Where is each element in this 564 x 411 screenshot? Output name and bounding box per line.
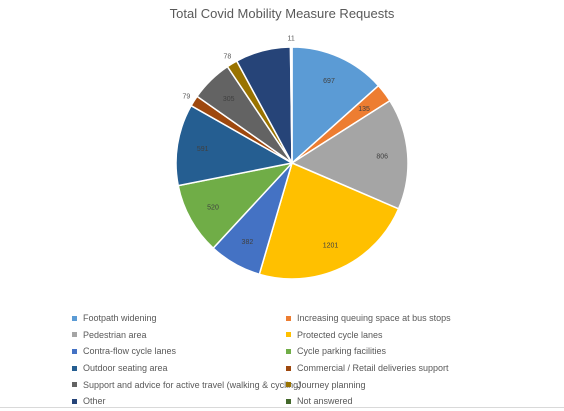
data-label-pedestrian-area: 806	[376, 153, 388, 160]
legend-label: Increasing queuing space at bus stops	[297, 313, 451, 324]
pie-slice-cycle-parking-facilities	[177, 161, 295, 250]
legend-swatch	[286, 365, 291, 371]
bottom-divider	[0, 407, 564, 408]
legend-swatch	[286, 315, 291, 321]
legend-item-other: Other	[72, 393, 286, 410]
data-label-outdoor-seating-area: 591	[197, 146, 209, 153]
legend-item-increasing-queuing-space-at-bus-stops: Increasing queuing space at bus stops	[286, 310, 546, 327]
chart-legend: Footpath widening Increasing queuing spac…	[72, 310, 552, 410]
legend-label: Journey planning	[297, 379, 366, 390]
legend-item-outdoor-seating-area: Outdoor seating area	[72, 360, 286, 377]
pie-slice-pedestrian-area	[290, 99, 409, 210]
legend-swatch	[286, 398, 291, 404]
pie-slice-protected-cycle-lanes	[258, 161, 400, 280]
legend-swatch	[72, 315, 77, 321]
legend-item-contra-flow-cycle-lanes: Contra-flow cycle lanes	[72, 343, 286, 360]
legend-item-pedestrian-area: Pedestrian area	[72, 327, 286, 344]
legend-label: Protected cycle lanes	[297, 329, 383, 340]
legend-item-journey-planning: Journey planning	[286, 376, 546, 393]
legend-label: Footpath widening	[83, 313, 157, 324]
legend-label: Contra-flow cycle lanes	[83, 346, 177, 357]
pie-slice-outdoor-seating-area	[175, 104, 295, 187]
data-label-protected-cycle-lanes: 1201	[323, 242, 339, 249]
legend-swatch	[72, 332, 77, 338]
data-label-footpath-widening: 697	[323, 78, 335, 85]
legend-item-support-and-advice-for-active-travel-walking-cycling: Support and advice for active travel (wa…	[72, 376, 301, 393]
legend-label: Cycle parking facilities	[297, 346, 387, 357]
data-label-increasing-queuing-space-at-bus-stops: 135	[358, 106, 370, 113]
data-label-commercial-retail-deliveries-support: 79	[183, 94, 191, 101]
legend-item-not-answered: Not answered	[286, 393, 546, 410]
data-label-cycle-parking-facilities: 520	[207, 205, 219, 212]
data-label-not-answered: 11	[288, 36, 295, 43]
legend-label: Outdoor seating area	[83, 363, 168, 374]
chart-title: Total Covid Mobility Measure Requests	[169, 6, 395, 21]
legend-label: Not answered	[297, 396, 353, 407]
data-label-support-and-advice-for-active-travel-walking-cycling: 305	[223, 96, 235, 103]
pie-chart: 697 135 806 1201 382 520 591 79 305 78 11	[175, 36, 409, 280]
legend-label: Commercial / Retail deliveries support	[297, 363, 449, 374]
legend-swatch	[286, 382, 291, 388]
data-label-journey-planning: 78	[224, 54, 232, 61]
legend-item-footpath-widening: Footpath widening	[72, 310, 286, 327]
data-label-contra-flow-cycle-lanes: 382	[242, 239, 254, 246]
legend-item-protected-cycle-lanes: Protected cycle lanes	[286, 327, 546, 344]
pie-slice-footpath-widening	[291, 46, 380, 165]
legend-swatch	[72, 365, 77, 371]
legend-item-cycle-parking-facilities: Cycle parking facilities	[286, 343, 546, 360]
legend-swatch	[72, 348, 77, 354]
pie-slice-not-answered	[289, 46, 293, 164]
legend-swatch	[72, 398, 77, 404]
legend-swatch	[286, 332, 291, 338]
legend-label: Pedestrian area	[83, 329, 147, 340]
legend-label: Other	[83, 396, 106, 407]
legend-item-commercial-retail-deliveries-support: Commercial / Retail deliveries support	[286, 360, 546, 377]
legend-label: Support and advice for active travel (wa…	[83, 379, 302, 390]
legend-swatch	[286, 348, 291, 354]
legend-swatch	[72, 382, 77, 388]
